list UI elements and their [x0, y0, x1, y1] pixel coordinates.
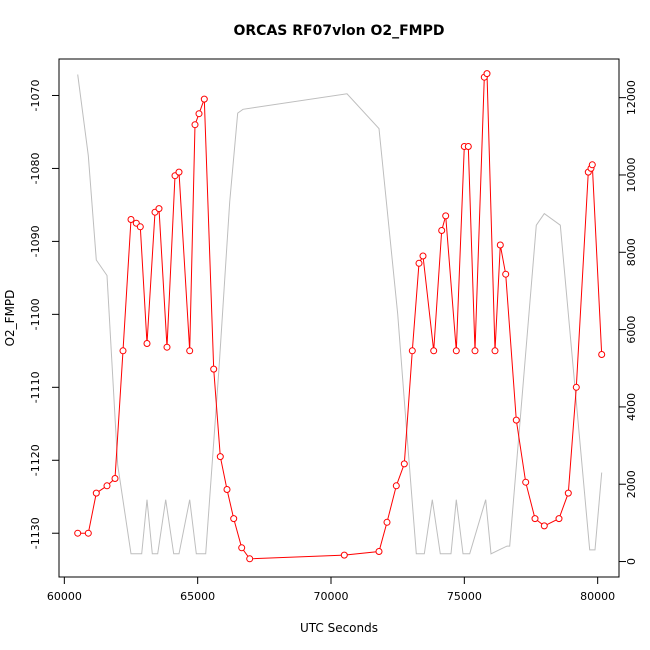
data-point [392, 482, 400, 490]
primary-series-line [77, 72, 603, 560]
data-point [438, 227, 446, 234]
chart-title: ORCAS RF07vlon O2_FMPD [234, 23, 445, 39]
data-point [598, 351, 606, 358]
data-point [155, 205, 163, 213]
data-point [375, 548, 383, 555]
data-point [119, 347, 127, 355]
y-tick-label: -1070 [29, 79, 42, 111]
secondary-y-axis: 0 2000 4000 6000 8000 10000 12000 [618, 80, 638, 565]
data-point [216, 453, 224, 461]
data-point [430, 347, 438, 355]
data-point [175, 168, 183, 176]
secondary-series-layer [77, 74, 603, 555]
y2-tick-label: 10000 [625, 157, 638, 192]
data-point [186, 347, 194, 355]
data-point [464, 143, 472, 150]
y-axis-label: O2_FMPD [3, 290, 17, 347]
data-point [502, 270, 510, 278]
x-tick-label: 60000 [47, 590, 82, 603]
data-point [195, 110, 203, 118]
y-tick-label: -1100 [29, 298, 42, 330]
data-point [143, 340, 151, 347]
data-point [496, 241, 504, 249]
data-point [540, 522, 548, 530]
data-point [163, 343, 171, 351]
data-point [74, 529, 82, 537]
data-point [230, 515, 238, 523]
data-point [127, 216, 135, 223]
data-point [103, 482, 111, 490]
x-tick-label: 80000 [580, 590, 615, 603]
data-point [415, 259, 423, 267]
y-tick-label: -1090 [29, 225, 42, 257]
data-point [340, 551, 348, 559]
data-point [210, 365, 218, 373]
y-axis: -1130 -1120 -1110 -1100 -1090 -1080 -1070 [29, 79, 60, 549]
y2-tick-label: 0 [625, 558, 638, 565]
data-point [400, 460, 408, 468]
data-point [246, 555, 254, 563]
data-point [442, 212, 450, 220]
primary-series-layer [74, 70, 606, 563]
plot-frame [58, 58, 620, 578]
data-point [491, 347, 499, 355]
data-point [471, 347, 479, 355]
x-tick-label: 65000 [180, 590, 215, 603]
y-tick-label: -1130 [29, 517, 42, 549]
y2-tick-label: 6000 [625, 316, 638, 344]
data-point [136, 223, 144, 231]
data-point [564, 489, 572, 497]
x-axis: 60000 65000 70000 75000 80000 [47, 576, 615, 603]
data-point [408, 347, 416, 355]
data-point [588, 161, 596, 169]
data-point [238, 544, 246, 552]
y2-tick-label: 8000 [625, 238, 638, 266]
data-point [191, 121, 199, 129]
data-point [383, 518, 391, 526]
y-tick-label: -1110 [29, 371, 42, 403]
x-tick-label: 75000 [447, 590, 482, 603]
data-point [223, 486, 231, 493]
data-point [572, 383, 580, 391]
data-point [531, 515, 539, 523]
x-axis-label: UTC Seconds [300, 621, 378, 635]
x-tick-label: 70000 [314, 590, 349, 603]
data-point [512, 416, 520, 424]
data-point [555, 515, 563, 523]
data-point [483, 70, 491, 78]
y-tick-label: -1080 [29, 152, 42, 184]
data-point [92, 489, 100, 497]
secondary-series-line [77, 74, 603, 555]
data-point [419, 252, 427, 260]
data-point [522, 478, 530, 486]
data-point [200, 95, 208, 103]
data-point [452, 347, 460, 355]
y2-tick-label: 2000 [625, 470, 638, 498]
data-point [84, 529, 92, 537]
y2-tick-label: 12000 [625, 80, 638, 115]
data-point [111, 475, 119, 482]
y2-tick-label: 4000 [625, 393, 638, 421]
y-tick-label: -1120 [29, 444, 42, 476]
